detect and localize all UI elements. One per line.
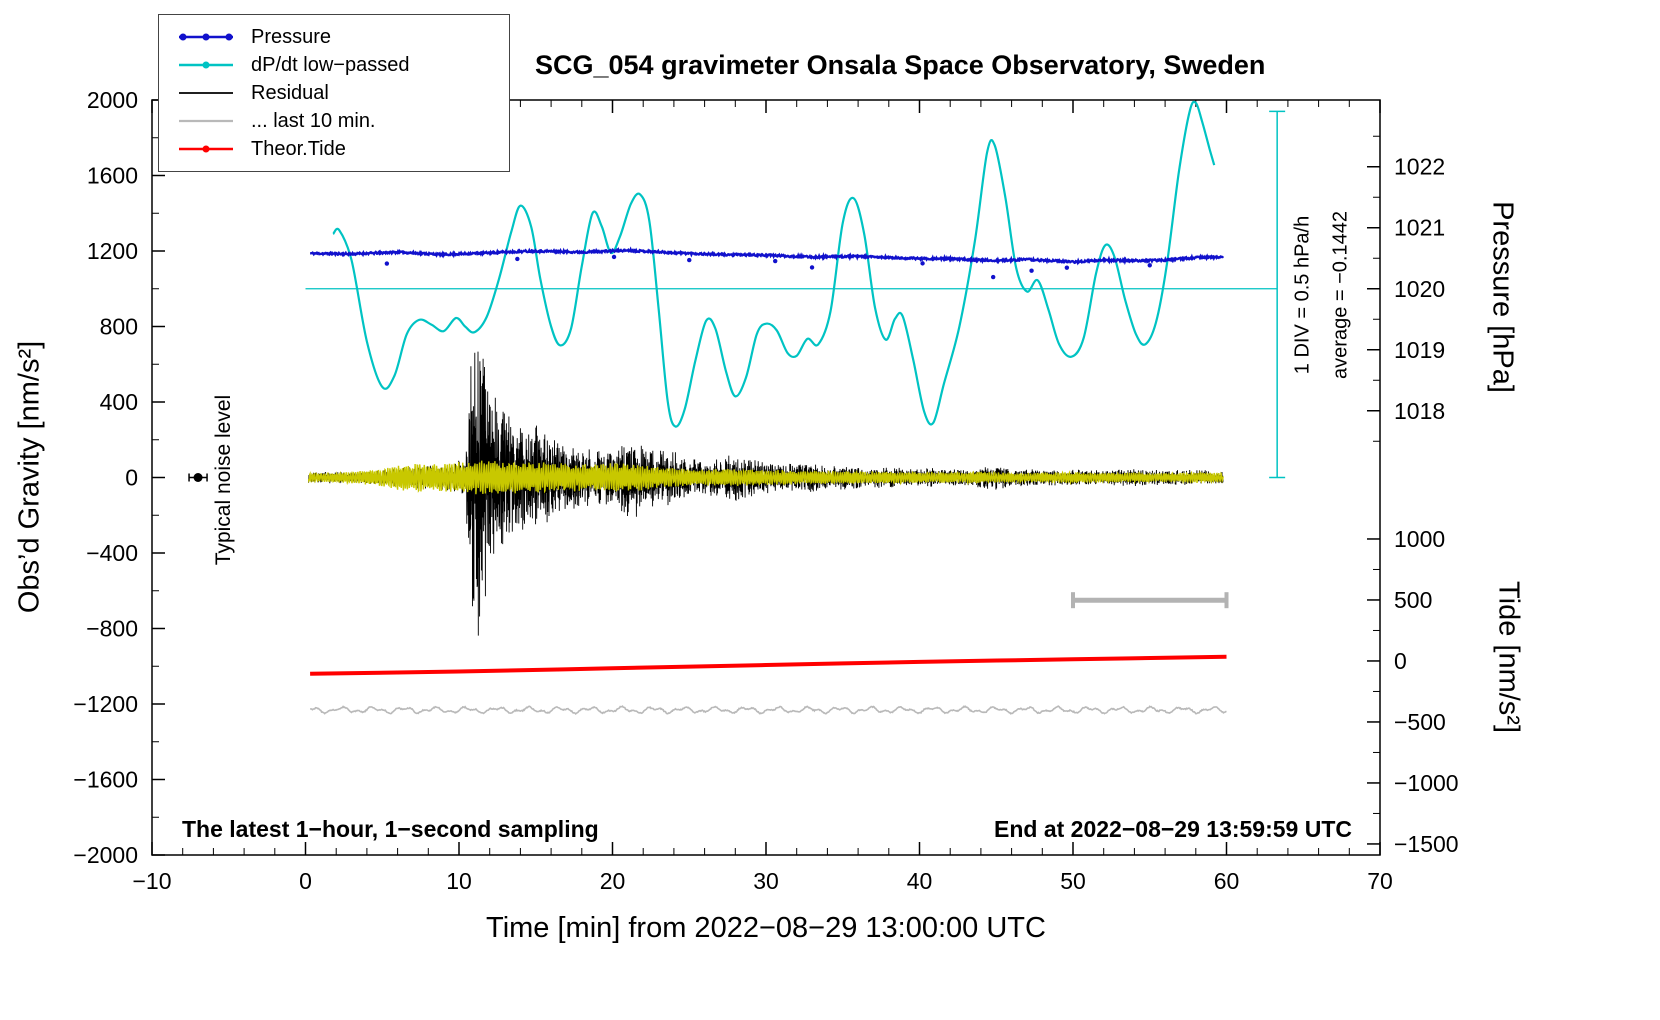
x-tick-label: −10 [132,868,171,894]
gravity-tick-label: −800 [86,616,138,642]
x-tick-label: 0 [299,868,312,894]
series-theor-tide [310,654,1227,676]
tide-tick-label: −1500 [1394,831,1459,857]
pressure-outlier-dot [809,265,815,270]
x-axis-label: Time [min] from 2022−08−29 13:00:00 UTC [486,912,1046,944]
series-residual-lowpassed [307,460,1224,495]
end-time-annotation: End at 2022−08−29 13:59:59 UTC [994,816,1352,842]
legend-item-label: Theor.Tide [251,137,346,160]
legend-item: ... last 10 min. [177,107,509,135]
x-tick-label: 50 [1060,868,1086,894]
pressure-outlier-dot [384,261,390,266]
legend-item: Pressure [177,23,509,51]
pressure-outlier-dot [773,258,778,264]
gravity-tick-label: −1200 [73,691,138,717]
x-tick-label: 40 [907,868,933,894]
pressure-outlier-dot [1064,265,1070,270]
gravity-tick-label: 1600 [87,163,138,189]
noise-level-annotation: Typical noise level [212,394,235,566]
legend-line-sample [179,33,233,41]
pressure-tick-label: 1021 [1394,215,1445,241]
tide-tick-label: 1000 [1394,526,1445,552]
legend-item: dP/dt low−passed [177,51,509,79]
legend-item-label: ... last 10 min. [251,109,376,132]
x-tick-label: 10 [446,868,472,894]
sampling-annotation: The latest 1−hour, 1−second sampling [182,816,599,842]
gravity-tick-label: 800 [100,314,138,340]
pressure-outlier-dot [1029,268,1034,273]
legend-item-label: dP/dt low−passed [251,53,410,76]
gravity-tick-label: −1600 [73,767,138,793]
x-tick-label: 20 [600,868,626,894]
gravity-tick-label: −400 [86,540,138,566]
pressure-outlier-dot [990,274,996,280]
y-axis-label-gravity: Obs’d Gravity [nm/s²] [13,340,46,614]
tide-tick-label: −500 [1394,709,1446,735]
pressure-outlier-dot [687,257,692,263]
tide-tick-label: 500 [1394,587,1432,613]
x-tick-label: 30 [753,868,779,894]
y-axis-label-tide: Tide [nm/s²] [1492,580,1525,734]
legend-item-label: Pressure [251,25,332,48]
x-tick-label: 60 [1214,868,1240,894]
pressure-outlier-dot [611,254,617,260]
series-last-10-min [310,705,1227,716]
series-dpdt-lowpassed [332,100,1216,428]
noise-marker-dot [193,473,203,482]
div-scale-annotation: 1 DIV = 0.5 hPa/h [1291,215,1314,375]
tide-tick-label: 0 [1394,648,1407,674]
pressure-outlier-dot [920,261,925,266]
series-residual [308,351,1224,636]
gravity-tick-label: 1200 [87,238,138,264]
legend-line-sample [179,145,233,153]
x-tick-label: 70 [1367,868,1393,894]
chart-title: SCG_054 gravimeter Onsala Space Observat… [535,50,1266,80]
legend-item-label: Residual [251,81,329,104]
average-annotation: average = −0.1442 [1329,211,1352,379]
pressure-tick-label: 1019 [1394,337,1445,363]
pressure-tick-label: 1018 [1394,398,1445,424]
gravity-tick-label: 0 [125,465,138,491]
legend-line-sample [179,92,233,94]
pressure-outlier-dot [1147,263,1152,268]
pressure-outlier-dot [515,256,520,262]
pressure-tick-label: 1022 [1394,154,1445,180]
legend-line-sample [179,61,233,69]
gravity-tick-label: 400 [100,389,138,415]
pressure-tick-label: 1020 [1394,276,1445,302]
tide-tick-label: −1000 [1394,770,1459,796]
series-pressure [310,246,1225,266]
gravity-tick-label: −2000 [73,842,138,868]
legend-line-sample [179,119,233,123]
legend: Pressure dP/dt low−passed Residual ... last… [158,14,510,172]
gravity-tick-label: 2000 [87,87,138,113]
y-axis-label-pressure: Pressure [hPa] [1486,201,1519,393]
legend-item: Theor.Tide [177,135,509,163]
legend-item: Residual [177,79,509,107]
